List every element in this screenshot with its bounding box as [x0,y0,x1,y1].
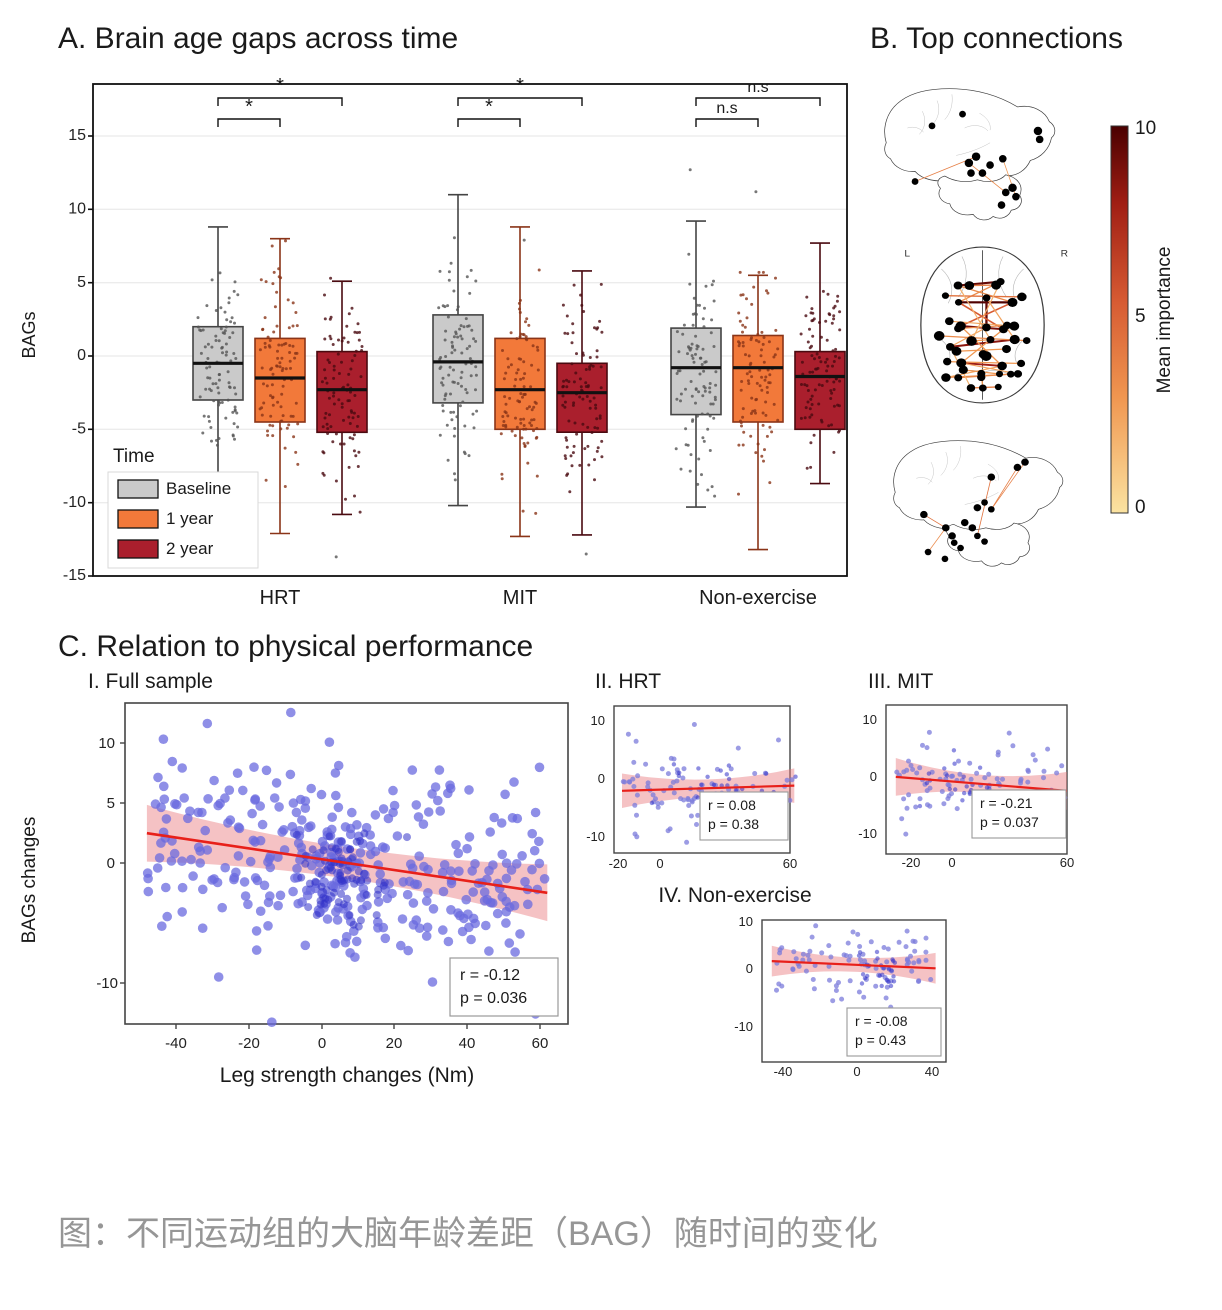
svg-text:Baseline: Baseline [166,479,231,498]
svg-text:R: R [1061,249,1068,259]
svg-text:-10: -10 [858,826,877,841]
svg-text:r = -0.21: r = -0.21 [980,795,1033,811]
svg-text:BAGs: BAGs [19,311,39,358]
svg-text:10: 10 [98,735,115,752]
svg-text:Leg strength changes (Nm): Leg strength changes (Nm) [220,1064,474,1087]
svg-text:B. Top connections: B. Top connections [870,22,1123,55]
svg-text:-20: -20 [609,856,628,871]
svg-text:1 year: 1 year [166,509,214,528]
svg-text:0: 0 [107,855,115,872]
svg-text:0: 0 [746,961,753,976]
svg-text:10: 10 [863,712,877,727]
svg-text:40: 40 [925,1064,939,1079]
svg-text:p = 0.43: p = 0.43 [855,1032,906,1048]
svg-text:0: 0 [656,856,663,871]
svg-text:0: 0 [598,771,605,786]
svg-text:0: 0 [948,855,955,870]
svg-text:-40: -40 [774,1064,793,1079]
svg-text:-10: -10 [63,494,86,511]
svg-text:L: L [904,249,910,259]
svg-text:*: * [485,96,493,118]
svg-text:*: * [276,75,284,97]
svg-text:III. MIT: III. MIT [868,670,934,693]
svg-text:p = 0.036: p = 0.036 [460,990,527,1007]
svg-text:-15: -15 [63,567,86,584]
svg-text:60: 60 [1060,855,1074,870]
svg-text:5: 5 [1135,306,1146,327]
svg-text:I. Full sample: I. Full sample [88,670,213,693]
svg-text:A. Brain age gaps across time: A. Brain age gaps across time [58,22,458,55]
svg-text:0: 0 [77,347,86,364]
svg-text:II. HRT: II. HRT [595,670,661,693]
svg-text:p = 0.037: p = 0.037 [980,814,1039,830]
svg-text:-20: -20 [238,1035,260,1052]
svg-text:5: 5 [77,274,86,291]
svg-text:2 year: 2 year [166,539,214,558]
svg-text:p = 0.38: p = 0.38 [708,816,759,832]
svg-text:r = 0.08: r = 0.08 [708,797,756,813]
svg-text:10: 10 [68,201,86,218]
svg-text:10: 10 [1135,118,1156,139]
svg-text:-40: -40 [165,1035,187,1052]
svg-text:15: 15 [68,127,86,144]
svg-text:-10: -10 [96,975,118,992]
svg-text:5: 5 [107,795,115,812]
svg-text:60: 60 [532,1035,549,1052]
svg-text:*: * [516,75,524,97]
svg-text:-20: -20 [902,855,921,870]
svg-text:10: 10 [591,713,605,728]
svg-text:n.s: n.s [716,100,737,117]
svg-text:*: * [245,96,253,118]
svg-text:-10: -10 [734,1019,753,1034]
svg-text:r = -0.08: r = -0.08 [855,1013,908,1029]
svg-text:Non-exercise: Non-exercise [699,587,817,609]
svg-text:0: 0 [853,1064,860,1079]
svg-text:0: 0 [870,769,877,784]
svg-text:Mean importance: Mean importance [1154,247,1175,394]
svg-text:图：不同运动组的大脑年龄差距（BAG）随时间的变化: 图：不同运动组的大脑年龄差距（BAG）随时间的变化 [58,1215,878,1253]
svg-text:IV. Non-exercise: IV. Non-exercise [658,884,811,907]
svg-text:BAGs changes: BAGs changes [19,817,40,944]
svg-text:40: 40 [459,1035,476,1052]
svg-text:-5: -5 [72,421,86,438]
svg-text:Time: Time [113,446,155,467]
svg-text:-10: -10 [586,829,605,844]
svg-text:HRT: HRT [260,587,301,609]
svg-text:MIT: MIT [503,587,537,609]
svg-text:n.s: n.s [747,79,768,96]
svg-text:0: 0 [1135,497,1146,518]
svg-text:C. Relation to physical perfor: C. Relation to physical performance [58,630,533,663]
svg-text:20: 20 [386,1035,403,1052]
svg-text:10: 10 [739,914,753,929]
svg-text:0: 0 [318,1035,326,1052]
svg-text:60: 60 [783,856,797,871]
svg-text:r = -0.12: r = -0.12 [460,967,520,984]
